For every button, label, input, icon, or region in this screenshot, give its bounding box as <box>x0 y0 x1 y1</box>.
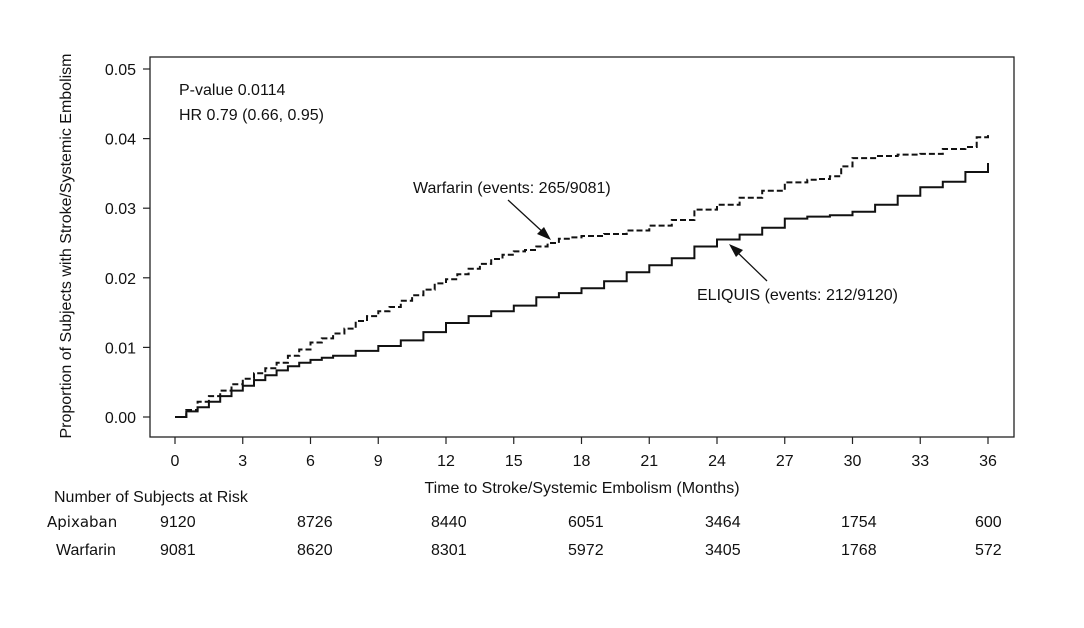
y-tick-label: 0.02 <box>105 271 136 288</box>
y-tick-label: 0.00 <box>105 410 136 427</box>
series-layer <box>175 135 989 418</box>
risk-row-label-apixaban: Apixaban <box>47 513 118 531</box>
risk-cell: 1754 <box>841 514 877 531</box>
x-tick-label: 21 <box>640 453 658 470</box>
risk-cell: 6051 <box>568 514 604 531</box>
risk-cell: 8301 <box>431 542 467 559</box>
risk-cell: 8620 <box>297 542 333 559</box>
risk-cell: 8726 <box>297 514 333 531</box>
x-tick-label: 12 <box>437 453 455 470</box>
x-tick-label: 30 <box>844 453 862 470</box>
y-tick-label: 0.03 <box>105 201 136 218</box>
x-axis: 0 3 6 9 12 15 18 21 24 27 30 33 36 <box>171 437 997 470</box>
risk-cell: 3464 <box>705 514 741 531</box>
y-axis-label: Proportion of Subjects with Stroke/Syste… <box>58 53 75 438</box>
y-axis: 0.00 0.01 0.02 0.03 0.04 0.05 <box>105 62 150 427</box>
risk-table-title: Number of Subjects at Risk <box>54 489 248 506</box>
x-tick-label: 27 <box>776 453 794 470</box>
risk-cell: 9081 <box>160 542 196 559</box>
x-tick-label: 33 <box>911 453 929 470</box>
x-tick-label: 3 <box>238 453 247 470</box>
risk-cell: 5972 <box>568 542 604 559</box>
x-tick-label: 36 <box>979 453 997 470</box>
eliquis-annotation: ELIQUIS (events: 212/9120) <box>697 287 898 304</box>
hr-annotation: HR 0.79 (0.66, 0.95) <box>179 107 324 124</box>
risk-row-label-warfarin: Warfarin <box>56 542 116 559</box>
x-axis-label: Time to Stroke/Systemic Embolism (Months… <box>424 480 739 497</box>
pvalue-annotation: P-value 0.0114 <box>179 82 286 99</box>
x-tick-label: 15 <box>505 453 523 470</box>
eliquis-arrow-line <box>734 249 768 282</box>
warfarin-arrow-line <box>507 199 547 236</box>
risk-cell: 572 <box>975 542 1002 559</box>
y-tick-label: 0.04 <box>105 132 136 149</box>
x-tick-label: 24 <box>708 453 726 470</box>
warfarin-arrow-head <box>537 227 551 240</box>
x-tick-label: 6 <box>306 453 315 470</box>
x-tick-label: 9 <box>374 453 383 470</box>
y-tick-label: 0.01 <box>105 340 136 357</box>
risk-cell: 600 <box>975 514 1002 531</box>
series-warfarin-line <box>175 135 989 418</box>
x-tick-label: 18 <box>573 453 591 470</box>
risk-cell: 9120 <box>160 514 196 531</box>
risk-cell: 3405 <box>705 542 741 559</box>
eliquis-arrow-head <box>729 244 743 257</box>
y-tick-label: 0.05 <box>105 62 136 79</box>
x-tick-label: 0 <box>171 453 180 470</box>
risk-cell: 1768 <box>841 542 877 559</box>
series-eliquis-line <box>175 163 989 418</box>
warfarin-annotation: Warfarin (events: 265/9081) <box>413 180 611 197</box>
risk-cell: 8440 <box>431 514 467 531</box>
